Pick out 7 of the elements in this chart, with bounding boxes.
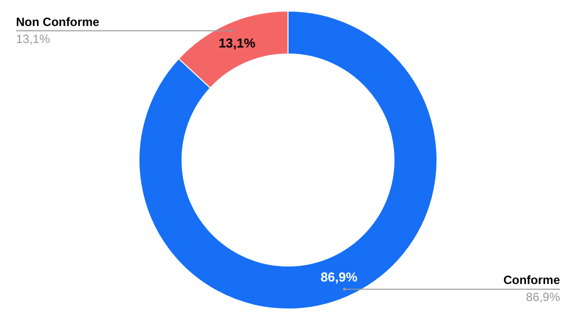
donut-slice xyxy=(138,10,438,310)
slice-label: Conforme xyxy=(503,273,560,288)
text: 13,1% xyxy=(16,32,50,46)
slice-label: Non Conforme xyxy=(16,14,100,29)
data-label: 13,1% xyxy=(218,36,256,51)
data-label: 86,9% xyxy=(320,269,358,284)
text: 86,9% xyxy=(526,290,560,304)
